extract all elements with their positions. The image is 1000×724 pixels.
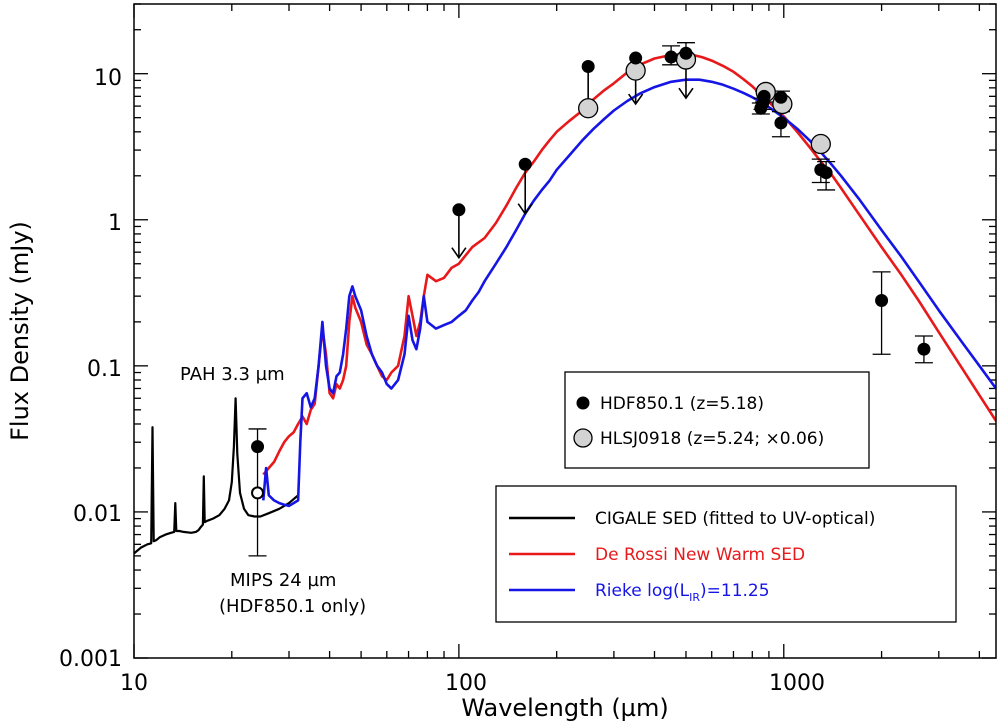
legend-hlsj-marker [573,428,593,448]
x-tick-label-10: 10 [120,671,148,696]
y-tick-label-1: 1 [108,211,122,236]
legend-rieke-label-sub: IR [689,591,700,604]
hdf850-point [664,50,678,64]
mips-annotation-line1: MIPS 24 µm [230,570,336,591]
x-axis-label: Wavelength (µm) [461,694,668,722]
legend-cigale-label: CIGALE SED (fitted to UV-optical) [595,509,875,529]
legend-rieke-label-suffix: )=11.25 [700,581,770,601]
upper-limit-arrowhead [627,93,644,106]
hdf850-point [629,51,643,65]
x-tick-label-100: 100 [445,671,487,696]
legend-points: HDF850.1 (z=5.18) HLSJ0918 (z=5.24; ×0.0… [564,371,870,469]
y-tick-label-0.1: 0.1 [87,357,122,382]
hdf850-point [774,116,788,130]
cigale-sed-line [134,397,299,555]
hdf850-point [774,90,788,104]
hdf850-point [679,46,693,60]
pah-annotation: PAH 3.3 µm [180,364,285,385]
hdf850-point [581,60,595,74]
plot-frame [133,3,997,659]
hdf850-point [518,157,532,171]
data-markers [248,42,933,557]
legend-rieke-label: Rieke log(LIR)=11.25 [595,581,770,604]
legend-rieke-label-main: Rieke log(L [595,581,690,601]
y-tick-label-10: 10 [94,66,122,91]
mips-open-point [251,486,265,500]
hdf850-point [757,89,771,103]
hlsj-point [810,133,831,155]
tick-labels: 10 100 1000 0.001 0.01 0.1 1 10 [59,66,825,696]
y-axis-label: Flux Density (mJy) [6,221,34,441]
hdf850-point [875,294,889,308]
legend-lines: CIGALE SED (fitted to UV-optical) De Ros… [495,485,957,623]
hlsj-point [578,98,599,119]
legend-hlsj-label: HLSJ0918 (z=5.24; ×0.06) [600,429,824,449]
x-tick-label-1000: 1000 [769,671,825,696]
hdf850-point [819,166,833,180]
upper-limit-arrowhead [451,247,467,260]
legend-points-box [564,371,870,469]
upper-limit-arrowhead [678,87,694,100]
legend-derossi-label: De Rossi New Warm SED [595,545,805,565]
legend-hdf-marker [576,396,590,410]
hdf850-point [452,203,466,217]
hdf850-point [917,342,931,356]
upper-limit-arrowhead [517,203,533,216]
y-tick-label-0.01: 0.01 [73,502,122,527]
hdf850-point [251,440,265,454]
mips-annotation-line2: (HDF850.1 only) [219,596,366,617]
legend-hdf-label: HDF850.1 (z=5.18) [600,394,764,414]
y-tick-label-0.001: 0.001 [59,647,122,672]
